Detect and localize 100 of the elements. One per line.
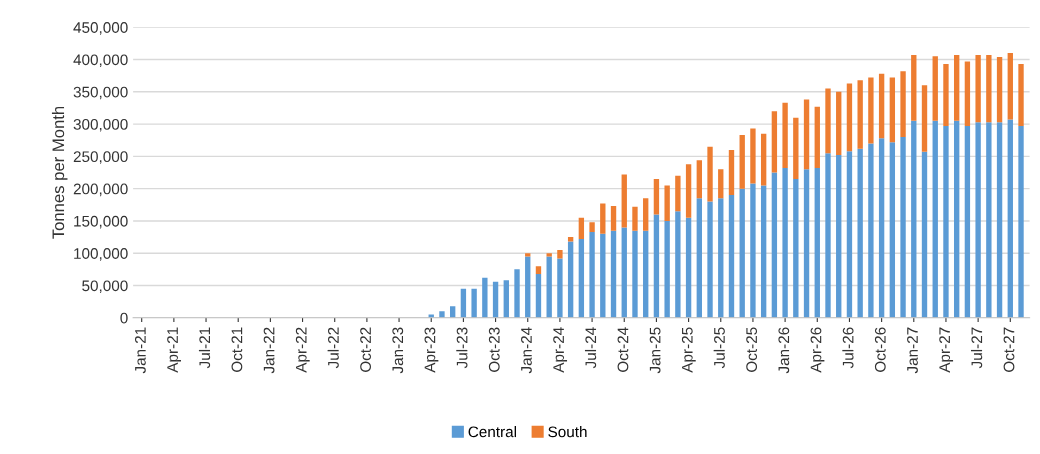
bar [600, 233, 606, 318]
bar [846, 83, 853, 152]
bar [643, 230, 649, 318]
bar [932, 120, 938, 318]
bar [589, 231, 595, 318]
y-tick-label: 50,000 [82, 280, 128, 294]
bar [975, 122, 981, 318]
bar [653, 214, 660, 318]
bar [857, 80, 863, 149]
y-tick-label: 150,000 [74, 215, 128, 229]
bar [932, 56, 938, 121]
x-tick-label: Apr-21 [167, 327, 181, 373]
bar [514, 269, 520, 318]
y-tick-label: 100,000 [74, 248, 128, 261]
bar [996, 122, 1003, 318]
bar [878, 138, 885, 318]
bar [696, 198, 702, 318]
bar [943, 64, 949, 127]
x-tick-label: Oct-27 [1003, 327, 1015, 372]
bar [535, 273, 542, 318]
bar [728, 149, 735, 196]
bar [557, 250, 563, 259]
x-tick-label: Apr-23 [424, 327, 439, 373]
x-tick-label: Apr-27 [939, 327, 954, 373]
x-tick-label: Jul-21 [198, 327, 211, 369]
bar [964, 126, 971, 318]
x-tick-label: Jan-27 [907, 327, 918, 374]
bar [718, 198, 724, 318]
bar [964, 61, 971, 127]
bar [643, 198, 649, 231]
x-tick-label: Apr-24 [553, 327, 568, 373]
x-tick-label: Jul-23 [456, 327, 468, 369]
bar [986, 55, 992, 123]
x-tick-label: Jan-26 [778, 327, 790, 374]
x-tick-label: Oct-22 [360, 327, 371, 372]
bar [578, 239, 585, 318]
x-tick-label: Jul-22 [327, 327, 339, 369]
bar [900, 137, 906, 318]
bar [868, 143, 874, 318]
bar [814, 106, 820, 168]
bar [535, 266, 542, 274]
bar [760, 185, 767, 318]
bar [750, 128, 756, 184]
bar [889, 77, 896, 143]
bar [825, 153, 831, 318]
bar [954, 120, 960, 318]
bar [664, 220, 670, 318]
bar [771, 172, 778, 318]
bar [653, 178, 660, 215]
bar [975, 55, 981, 123]
bar [921, 151, 928, 318]
bar [846, 151, 853, 318]
x-tick-label: Oct-26 [874, 327, 886, 372]
bar [718, 169, 724, 199]
bar [439, 311, 445, 318]
bar [567, 241, 574, 318]
bar [803, 169, 810, 318]
x-tick-label: Jan-23 [392, 327, 404, 374]
bar [685, 217, 692, 318]
y-tick-label: 250,000 [73, 151, 128, 164]
bar [557, 258, 563, 318]
legend-label: South [548, 426, 587, 438]
bar [782, 102, 788, 168]
bar [750, 183, 756, 318]
bar [836, 91, 842, 156]
x-tick-label: Jul-25 [713, 327, 725, 369]
legend-label: Central [468, 426, 516, 438]
y-axis-title: Tonnes per Month [51, 106, 68, 239]
x-tick-label: Jan-21 [134, 327, 146, 374]
bar [739, 135, 745, 189]
x-tick-label: Apr-22 [295, 327, 310, 373]
x-tick-label: Jan-22 [263, 327, 275, 374]
bar [954, 55, 960, 121]
bar [986, 122, 992, 318]
bar [546, 256, 552, 318]
bar [739, 188, 745, 318]
y-tick-label: 400,000 [73, 54, 128, 68]
bar [610, 206, 617, 231]
bar [610, 230, 617, 318]
bar [460, 288, 467, 318]
bar [696, 160, 702, 199]
y-tick-label: 200,000 [73, 183, 128, 197]
bar [760, 133, 767, 186]
bar [814, 168, 820, 318]
x-tick-label: Jul-27 [971, 327, 983, 369]
y-tick-label: 450,000 [73, 22, 128, 35]
bar [675, 211, 681, 318]
x-tick-label: Apr-25 [681, 327, 696, 373]
bar [621, 227, 627, 318]
bar [600, 203, 606, 234]
bar [471, 288, 477, 318]
bar [589, 222, 595, 232]
bar [632, 206, 638, 231]
bar [793, 117, 799, 179]
bar [664, 185, 670, 221]
bar [707, 201, 713, 318]
bar [728, 195, 735, 318]
bar [921, 85, 928, 152]
x-tick-label: Jul-24 [584, 327, 597, 369]
bar [803, 99, 810, 170]
